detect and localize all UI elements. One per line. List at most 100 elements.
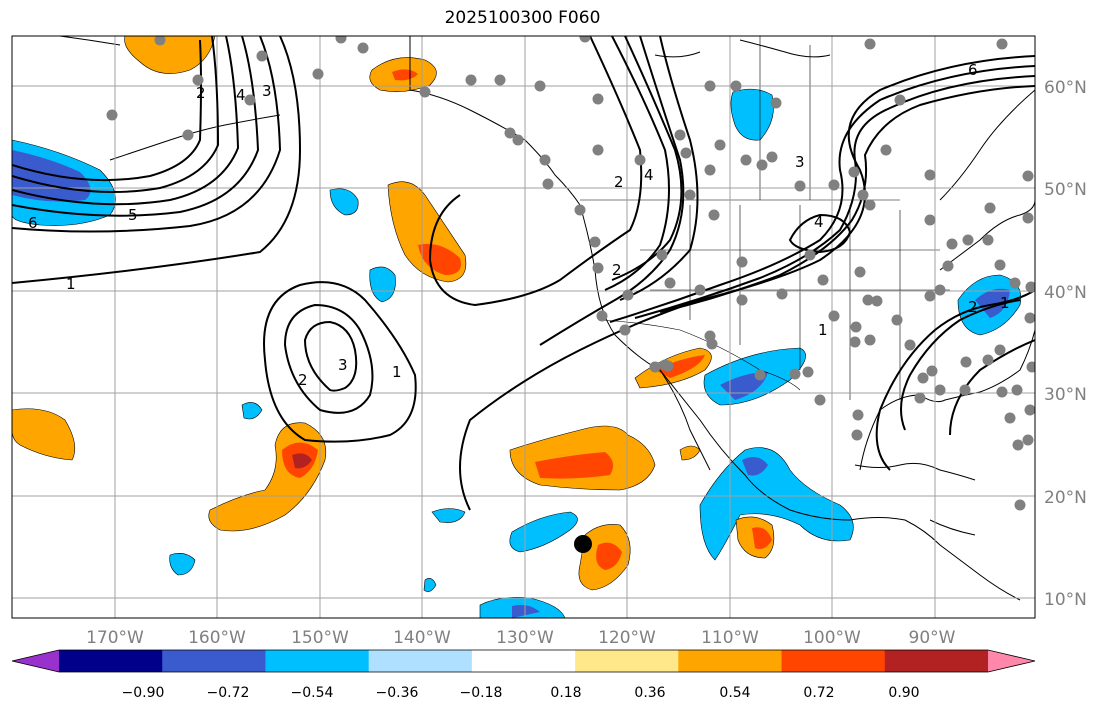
station-dot [704, 80, 716, 92]
station-dot [634, 154, 646, 166]
colorbar-label: −0.54 [291, 685, 334, 701]
station-dot [512, 134, 524, 146]
station-dot [539, 154, 551, 166]
lon-label: 130°W [496, 628, 554, 648]
colorbar-segment [471, 650, 576, 672]
station-dot [770, 97, 782, 109]
lon-label: 160°W [188, 628, 246, 648]
lat-label: 30°N [1044, 385, 1087, 405]
contour-label: 1 [392, 363, 402, 381]
station-dot [684, 189, 696, 201]
station-dot [828, 179, 840, 191]
colorbar-label: −0.72 [207, 685, 250, 701]
colorbar [11, 649, 1036, 673]
station-dot [894, 94, 906, 106]
station-dot [959, 384, 971, 396]
station-dot [704, 330, 716, 342]
lat-label: 60°N [1044, 78, 1087, 98]
station-dot [924, 169, 936, 181]
station-dot [494, 74, 506, 86]
station-dot [754, 369, 766, 381]
station-dot [740, 154, 752, 166]
station-dot [984, 202, 996, 214]
station-dot [736, 256, 748, 268]
contour-label: 4 [644, 166, 654, 184]
colorbar-segment [59, 650, 163, 672]
contour-label: 1 [1000, 294, 1010, 312]
station-dot [1011, 384, 1023, 396]
lon-label: 140°W [393, 628, 451, 648]
station-dot [857, 189, 869, 201]
contour-label: 5 [128, 206, 138, 224]
station-dot [357, 42, 369, 54]
contour-label-group: 6 4 3 2 5 1 3 2 1 6 2 4 2 3 4 1 2 1 [28, 61, 1010, 389]
station-dot [789, 368, 801, 380]
station-dot [542, 178, 554, 190]
station-dot [926, 365, 938, 377]
station-dot [756, 159, 768, 171]
station-dot [904, 339, 916, 351]
lon-label: 100°W [803, 628, 861, 648]
station-dot [106, 109, 118, 121]
station-dot [862, 294, 874, 306]
colorbar-labels: −0.90 −0.72 −0.54 −0.36 −0.18 0.18 0.36 … [122, 685, 920, 701]
station-dot [312, 68, 324, 80]
station-dot [714, 139, 726, 151]
station-dot [852, 409, 864, 421]
contour-label: 3 [262, 82, 272, 100]
latitude-labels: 60°N 50°N 40°N 30°N 20°N 10°N [1044, 78, 1087, 610]
station-dot [946, 238, 958, 250]
station-dot [994, 344, 1006, 356]
station-dot [962, 234, 974, 246]
contour-label: 4 [236, 86, 246, 104]
colorbar-segment [162, 650, 266, 672]
colorbar-segment [884, 650, 989, 672]
station-dot [622, 289, 634, 301]
station-dot [574, 204, 586, 216]
station-dot [996, 386, 1008, 398]
station-dot [850, 321, 862, 333]
map-title: 2025100300 F060 [444, 8, 601, 28]
colorbar-label: 0.72 [803, 685, 834, 701]
contour-label: 3 [338, 356, 348, 374]
station-dot [335, 36, 347, 44]
station-dot [802, 366, 814, 378]
station-dot [814, 394, 826, 406]
map-frame [11, 35, 1036, 619]
colorbar-label: −0.18 [460, 685, 503, 701]
contour-label: 2 [298, 371, 308, 389]
station-dot [419, 86, 431, 98]
contour-label: 3 [795, 153, 805, 171]
colorbar-extend-min [12, 650, 59, 672]
colorbar-outline [11, 649, 1036, 673]
lon-label: 170°W [86, 628, 144, 648]
station-dot [694, 284, 706, 296]
station-dot [619, 324, 631, 336]
station-dot [934, 384, 946, 396]
station-dot [942, 260, 954, 272]
lon-label: 90°W [909, 628, 956, 648]
station-dot [592, 144, 604, 156]
station-dot [851, 429, 863, 441]
station-dot [917, 372, 929, 384]
station-dot [1004, 412, 1016, 424]
colorbar-label: 0.18 [550, 685, 581, 701]
storm-center-marker [574, 535, 592, 553]
station-dot [982, 354, 994, 366]
lat-label: 40°N [1044, 283, 1087, 303]
colorbar-segment [368, 650, 473, 672]
station-dot [914, 392, 926, 404]
station-dot [776, 288, 788, 300]
station-dot [649, 361, 661, 373]
station-dot [1014, 499, 1026, 511]
station-dot [854, 266, 866, 278]
shaded-field [12, 36, 1022, 618]
station-dot [736, 294, 748, 306]
contour-label: 6 [28, 214, 38, 232]
colorbar-segment [678, 650, 783, 672]
station-dot [880, 144, 892, 156]
station-dot [589, 236, 601, 248]
colorbar-segment [781, 650, 886, 672]
station-dot [817, 274, 829, 286]
station-dot [924, 290, 936, 302]
